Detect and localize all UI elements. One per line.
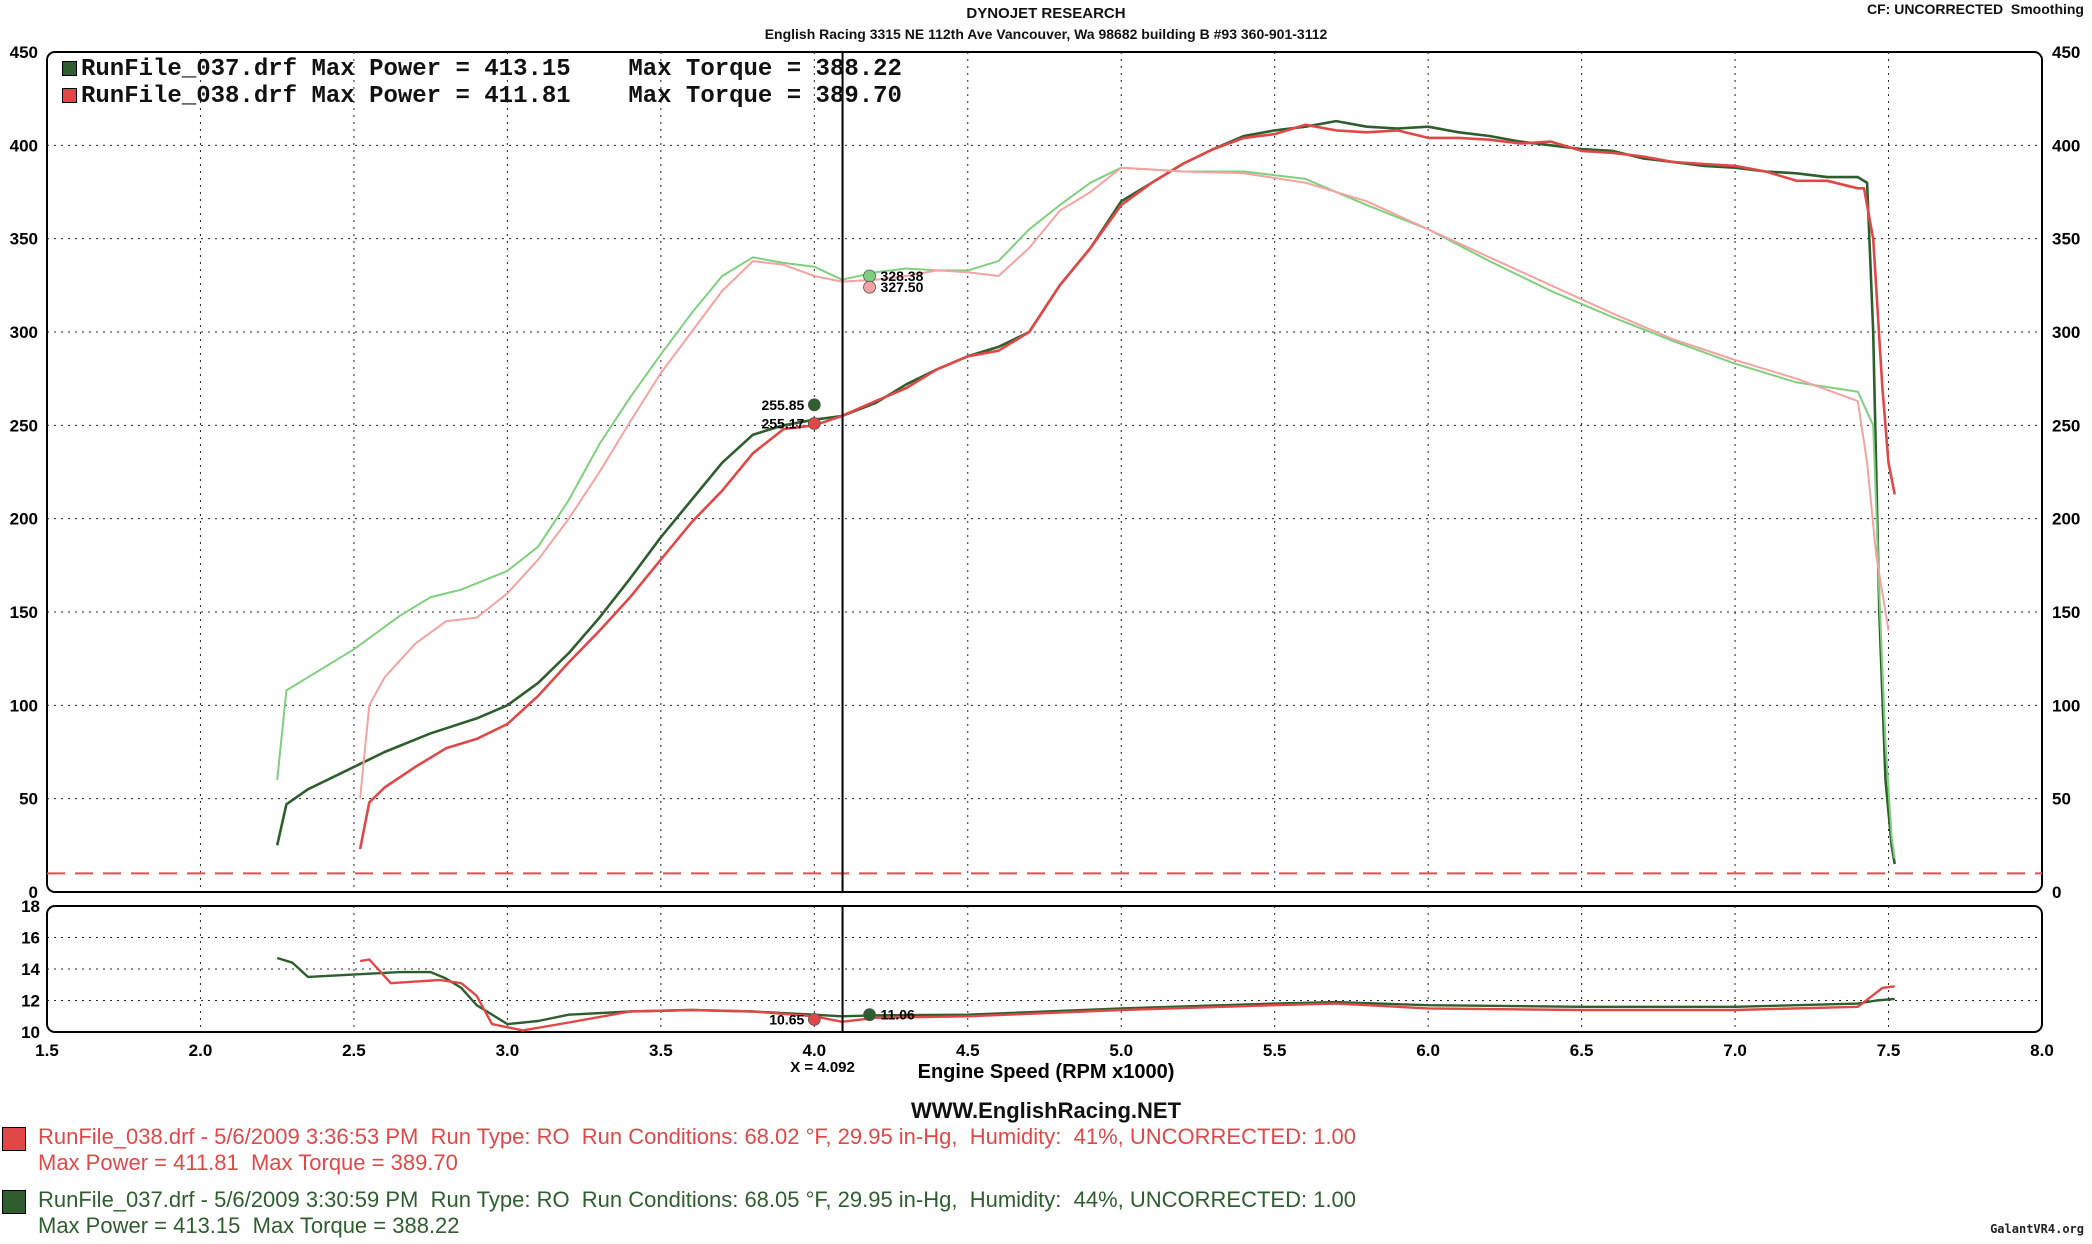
run-038-conditions: RunFile_038.drf - 5/6/2009 3:36:53 PM Ru… [38,1124,1357,1149]
y-tick-label-left: 250 [10,416,38,435]
y-tick-label-left: 350 [10,230,38,249]
x-tick-label: 3.5 [649,1041,673,1060]
x-tick-label: 2.5 [342,1041,366,1060]
cursor-value-label: 11.06 [881,1007,915,1023]
cursor-point [863,280,876,294]
afr-y-tick-label: 16 [21,929,40,948]
series-line-runfile_037-drf-power [275,119,1896,865]
run-info-037: RunFile_037.drf - 5/6/2009 3:30:59 PM Ru… [0,1187,1356,1239]
run-037-swatch [2,1190,26,1214]
axis-ticks: 1.5 2.0 2.5 3.0 3.5 4.0 4.5 5.0 5.5 6.0 6.5 7.0 7.5 8… [10,43,2081,1083]
y-tick-label-right: 0 [2052,883,2061,902]
legend-swatch-037 [62,61,77,77]
legend-item-038: RunFile_038.drf Max Power = 411.81 Max T… [62,83,902,110]
x-tick-label: 6.0 [1416,1041,1440,1060]
y-tick-label-left: 300 [10,323,38,342]
smoothing-label: Smoothing [2010,1,2084,17]
y-tick-label-right: 100 [2052,696,2080,715]
x-tick-label: 4.5 [956,1041,980,1060]
series-line-runfile_038-drf-torque [359,166,1890,799]
x-axis-label: Engine Speed (RPM x1000) [918,1061,1175,1083]
series-line-runfile_037-drf-torque [276,166,1896,859]
legend-max-power: Max Power = 411.81 [311,83,571,110]
x-tick-label: 5.0 [1109,1041,1133,1060]
afr-y-tick-label: 12 [21,992,40,1011]
legend-max-torque: Max Torque = 389.70 [628,83,902,110]
y-tick-label-left: 400 [10,136,38,155]
shop-address: English Racing 3315 NE 112th Ave Vancouv… [764,26,1328,42]
y-tick-label-left: 200 [10,510,38,529]
afr-line-runfile_037-drf [276,956,1895,1026]
run-info-038: RunFile_038.drf - 5/6/2009 3:36:53 PM Ru… [0,1124,1356,1176]
x-tick-label: 4.0 [802,1041,826,1060]
cursor-point [807,1013,821,1026]
cursor-point [863,1008,876,1022]
y-tick-label-left: 100 [10,696,38,715]
run-037-conditions: RunFile_037.drf - 5/6/2009 3:30:59 PM Ru… [38,1187,1357,1212]
correction-info: CF: UNCORRECTED Smoothing [1867,1,2084,17]
y-tick-label-right: 350 [2052,230,2080,249]
y-tick-label-right: 400 [2052,136,2080,155]
run-038-max-values: Max Power = 411.81 Max Torque = 389.70 [38,1150,458,1175]
cursor-point [807,417,821,430]
legend-swatch-038 [62,88,77,104]
x-tick-label: 5.5 [1263,1041,1287,1060]
series-line-runfile_038-drf-power [358,123,1896,850]
cursor-value-label: 327.50 [881,279,924,295]
y-tick-label-right: 250 [2052,416,2080,435]
cursor-value-label: 255.17 [761,415,804,431]
run-038-swatch [2,1127,26,1151]
y-tick-label-right: 50 [2052,790,2071,809]
main-grid [46,51,2043,893]
cursor-value-label: 328.38 [881,268,924,284]
y-tick-label-right: 200 [2052,510,2080,529]
y-tick-label-right: 150 [2052,603,2080,622]
y-tick-label-right: 300 [2052,323,2080,342]
x-tick-label: 7.0 [1723,1041,1747,1060]
afr-y-tick-label: 18 [21,897,40,916]
cursor-value-label: 10.65 [769,1011,804,1027]
x-tick-label: 6.5 [1570,1041,1594,1060]
website-label: WWW.EnglishRacing.NET [910,1098,1182,1123]
x-tick-label: 8.0 [2030,1041,2054,1060]
cf-label: CF: UNCORRECTED [1867,1,2004,17]
chart-title: DYNOJET RESEARCH [966,5,1126,22]
x-tick-label: 3.0 [496,1041,520,1060]
legend-max-power: Max Power = 413.15 [311,56,571,83]
legend-item-037: RunFile_037.drf Max Power = 413.15 Max T… [62,56,902,83]
afr-line-runfile_038-drf [359,958,1895,1032]
afr-y-tick-label: 14 [21,960,40,979]
series-lines [275,119,1896,1032]
y-tick-label-left: 150 [10,603,38,622]
legend: RunFile_037.drf Max Power = 413.15 Max T… [62,56,902,110]
cursor-point [807,398,821,412]
y-tick-label-left: 50 [19,790,38,809]
run-037-max-values: Max Power = 413.15 Max Torque = 388.22 [38,1213,460,1238]
watermark: GalantVR4.org [1990,1222,2084,1236]
y-tick-label-right: 450 [2052,43,2080,62]
legend-file: RunFile_037.drf [81,56,298,83]
legend-max-torque: Max Torque = 388.22 [628,56,902,83]
x-tick-label: 7.5 [1877,1041,1901,1060]
x-tick-label: 2.0 [189,1041,213,1060]
cursor-value-label: 255.85 [761,397,804,413]
y-tick-label-left: 0 [29,883,38,902]
cursor-x-label: X = 4.092 [790,1059,855,1076]
y-tick-label-left: 450 [10,43,38,62]
cursor-point [863,269,876,283]
afr-y-tick-label: 10 [21,1023,40,1042]
legend-file: RunFile_038.drf [81,83,298,110]
main-plot-frame [46,51,2043,893]
x-tick-label: 1.5 [35,1041,59,1060]
